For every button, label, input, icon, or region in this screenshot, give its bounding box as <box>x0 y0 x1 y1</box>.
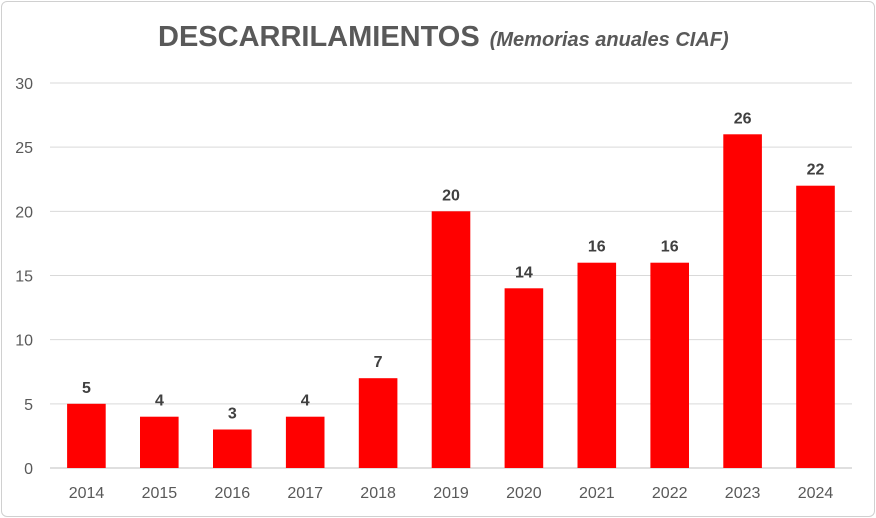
bars <box>67 134 835 469</box>
y-tick-label-10: 10 <box>15 333 33 350</box>
data-label-2018: 7 <box>374 354 383 371</box>
chart-title: DESCARRILAMIENTOS (Memorias anuales CIAF) <box>158 21 729 53</box>
x-tick-label-2014: 2014 <box>69 485 105 502</box>
data-label-2021: 16 <box>588 239 606 256</box>
chart-subtitle: (Memorias anuales CIAF) <box>490 29 729 51</box>
chart-title-main: DESCARRILAMIENTOS <box>158 21 480 53</box>
x-tick-label-2018: 2018 <box>360 485 396 502</box>
x-tick-label-2023: 2023 <box>725 485 761 502</box>
x-tick-label-2022: 2022 <box>652 485 688 502</box>
x-tick-label-2019: 2019 <box>433 485 469 502</box>
bar-2024 <box>796 185 835 468</box>
y-tick-label-0: 0 <box>24 461 33 478</box>
data-label-2023: 26 <box>734 110 752 127</box>
bar-2017 <box>285 416 325 468</box>
bar-2018 <box>358 378 398 468</box>
y-tick-label-5: 5 <box>24 397 33 414</box>
bar-2020 <box>504 288 544 468</box>
x-tick-label-2016: 2016 <box>215 485 251 502</box>
data-label-2015: 4 <box>155 393 164 410</box>
data-label-2017: 4 <box>301 393 310 410</box>
bar-2022 <box>650 262 689 468</box>
bar-2019 <box>431 211 471 469</box>
x-tick-label-2021: 2021 <box>579 485 615 502</box>
data-label-2024: 22 <box>807 162 825 179</box>
x-tick-label-2017: 2017 <box>287 485 323 502</box>
y-tick-label-25: 25 <box>15 140 33 157</box>
y-tick-label-20: 20 <box>15 204 33 221</box>
y-tick-label-30: 30 <box>15 76 33 93</box>
bar-2021 <box>577 262 617 468</box>
x-tick-label-2015: 2015 <box>142 485 178 502</box>
bar-2014 <box>67 403 106 468</box>
y-axis-ticks: 0 5 10 15 20 25 30 <box>15 76 33 478</box>
data-label-2014: 5 <box>82 380 91 397</box>
data-label-2019: 20 <box>442 187 460 204</box>
x-axis-ticks: 2014 2015 2016 2017 2018 2019 2020 2021 2022 2023… <box>69 485 834 502</box>
x-tick-label-2020: 2020 <box>506 485 542 502</box>
bar-2023 <box>723 134 762 469</box>
y-tick-label-15: 15 <box>15 269 33 286</box>
data-label-2020: 14 <box>515 264 533 281</box>
data-labels: 5 4 3 4 7 20 14 16 16 26 22 <box>82 110 824 422</box>
x-tick-label-2024: 2024 <box>798 485 834 502</box>
data-label-2016: 3 <box>228 406 237 423</box>
bar-2016 <box>213 429 252 468</box>
bar-2015 <box>140 416 179 468</box>
data-label-2022: 16 <box>661 239 679 256</box>
